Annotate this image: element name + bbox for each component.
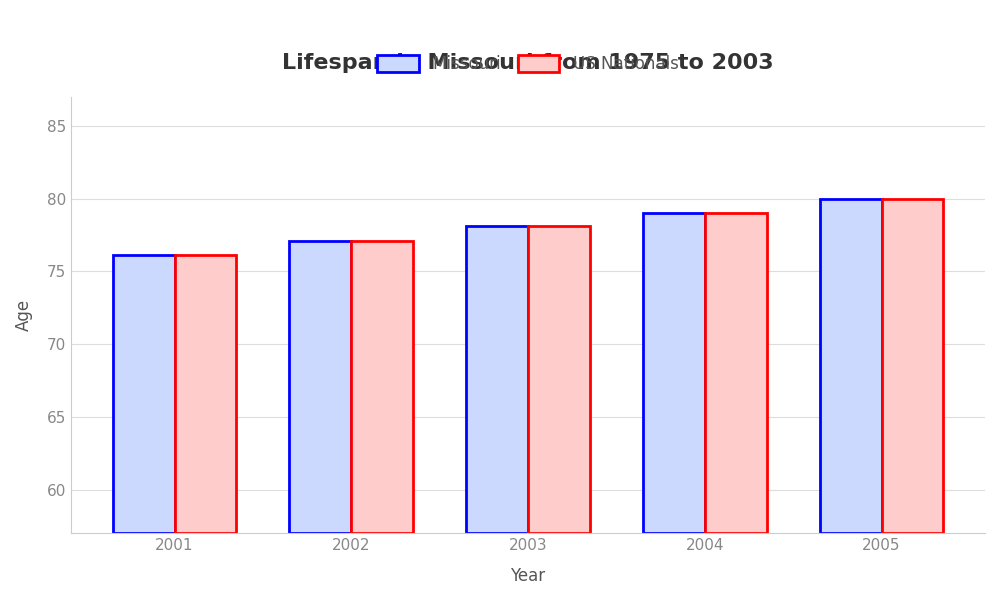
Bar <box>528 226 590 533</box>
Bar <box>466 226 528 533</box>
Bar <box>289 241 351 533</box>
Bar <box>705 213 767 533</box>
Bar <box>175 256 236 533</box>
Bar <box>882 199 943 533</box>
Bar <box>820 199 882 533</box>
Bar <box>113 256 175 533</box>
Legend: Missouri, US Nationals: Missouri, US Nationals <box>371 49 685 80</box>
Bar <box>643 213 705 533</box>
Title: Lifespan in Missouri from 1975 to 2003: Lifespan in Missouri from 1975 to 2003 <box>282 53 774 73</box>
Y-axis label: Age: Age <box>15 299 33 331</box>
X-axis label: Year: Year <box>511 567 546 585</box>
Bar <box>351 241 413 533</box>
